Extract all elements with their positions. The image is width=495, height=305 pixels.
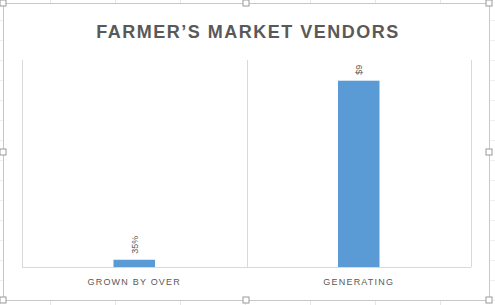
chart-container: FARMER’S MARKET VENDORS 35% $9 GROWN BY OVE… (0, 0, 495, 305)
selection-handle[interactable] (0, 0, 6, 6)
chart-area (4, 4, 490, 301)
x-axis-line (22, 267, 471, 268)
grid-line (471, 60, 472, 267)
selection-handle[interactable] (486, 297, 492, 303)
bar (113, 260, 155, 267)
selection-handle[interactable] (0, 297, 6, 303)
grid-line (22, 60, 23, 267)
selection-handle[interactable] (0, 149, 6, 155)
data-label: 35% (130, 236, 140, 254)
grid-line (247, 60, 248, 267)
sheet-background (0, 0, 495, 305)
selection-handle[interactable] (243, 297, 249, 303)
selection-handle[interactable] (486, 0, 492, 6)
x-tick-label: GROWN BY OVER (88, 277, 181, 287)
chart-svg: FARMER’S MARKET VENDORS 35% $9 GROWN BY OVE… (0, 0, 495, 305)
x-tick-label: GENERATING (323, 277, 394, 287)
selection-handle[interactable] (243, 0, 249, 6)
bars (113, 81, 379, 267)
bar (338, 81, 380, 267)
chart-title: FARMER’S MARKET VENDORS (96, 22, 400, 42)
data-label: $9 (354, 65, 364, 75)
selection-handle[interactable] (486, 149, 492, 155)
